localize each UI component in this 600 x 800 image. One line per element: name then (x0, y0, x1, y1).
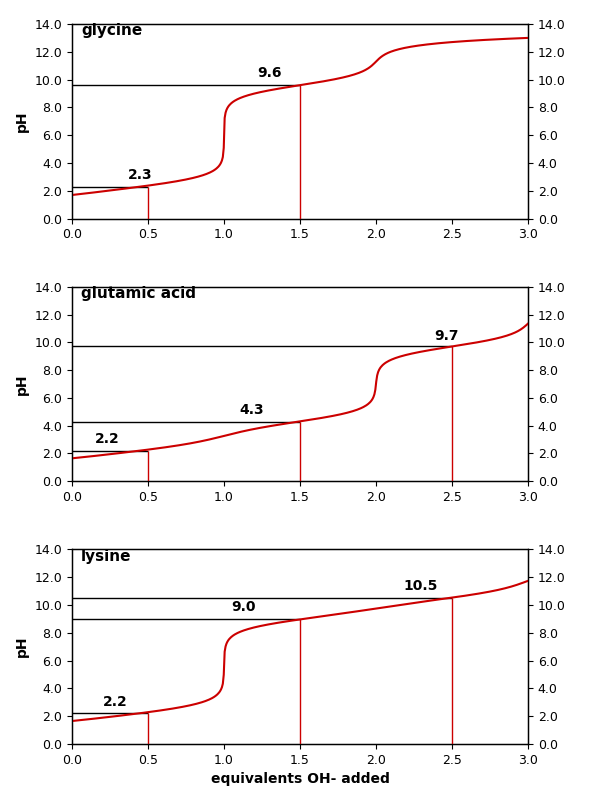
Text: 4.3: 4.3 (239, 403, 264, 417)
Text: 2.3: 2.3 (128, 168, 153, 182)
Text: 2.2: 2.2 (103, 694, 127, 709)
Text: 2.2: 2.2 (95, 432, 119, 446)
Text: lysine: lysine (81, 549, 131, 563)
Text: 9.0: 9.0 (232, 600, 256, 614)
Y-axis label: pH: pH (15, 374, 29, 394)
Y-axis label: pH: pH (15, 110, 29, 132)
Y-axis label: pH: pH (15, 636, 29, 658)
Text: 10.5: 10.5 (403, 579, 438, 594)
Text: glycine: glycine (81, 23, 142, 38)
Text: glutamic acid: glutamic acid (81, 286, 196, 301)
Text: 9.6: 9.6 (257, 66, 282, 80)
X-axis label: equivalents OH- added: equivalents OH- added (211, 772, 389, 786)
Text: 9.7: 9.7 (434, 329, 458, 342)
